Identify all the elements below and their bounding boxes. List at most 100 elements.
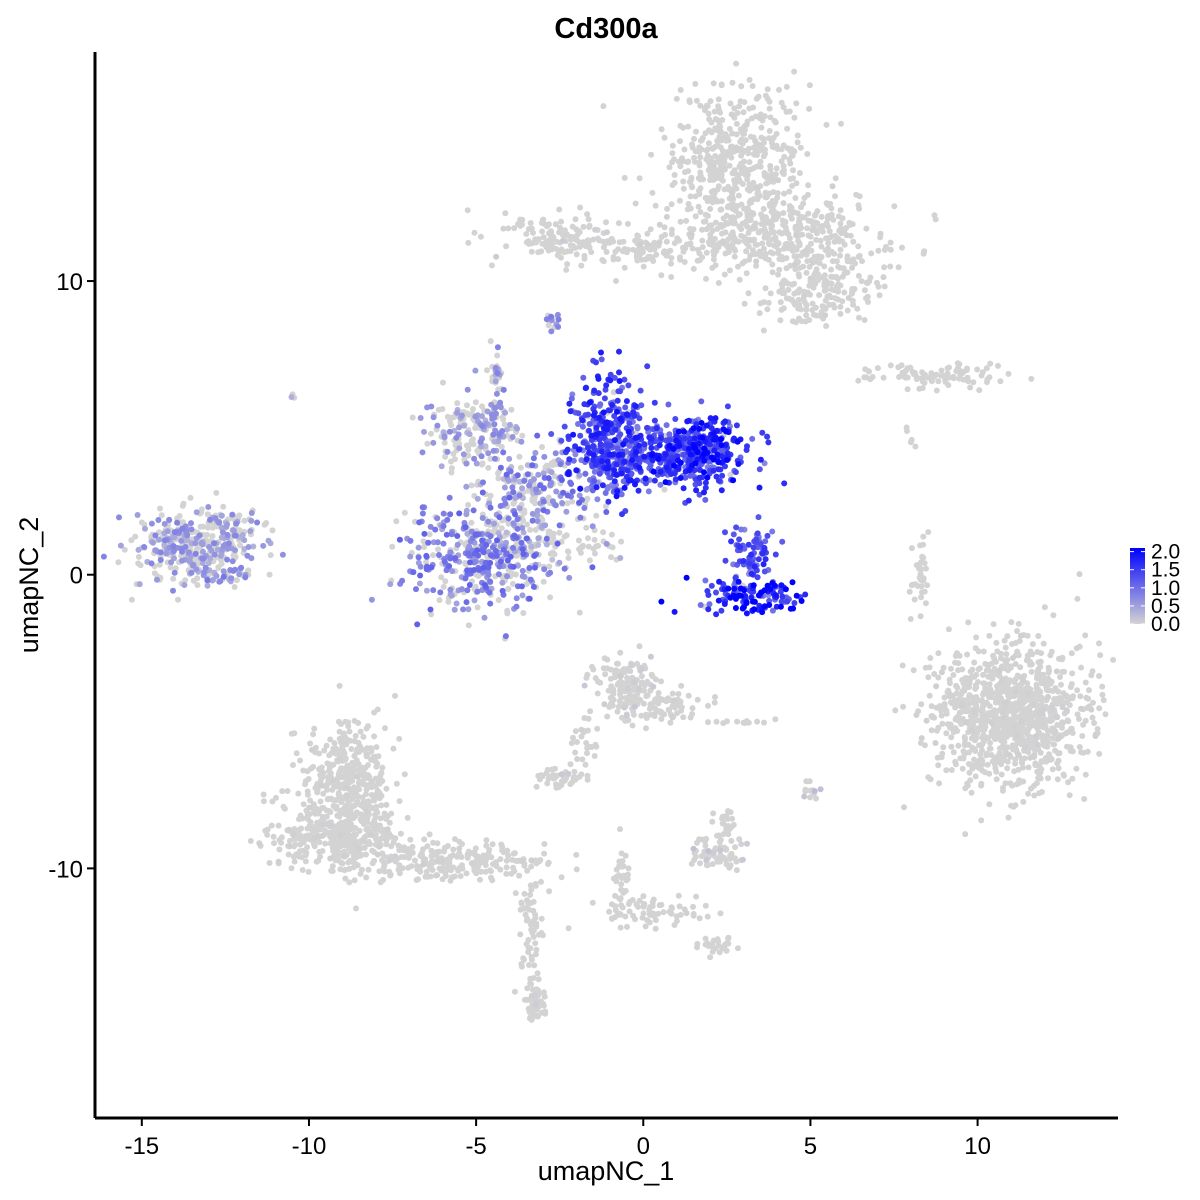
data-point	[805, 182, 812, 189]
data-point	[780, 167, 787, 174]
data-point	[520, 955, 527, 962]
data-point	[923, 717, 930, 724]
data-point	[987, 360, 994, 367]
data-point	[1004, 633, 1011, 640]
data-point	[407, 553, 414, 560]
data-point	[505, 225, 512, 232]
data-point	[781, 244, 788, 251]
data-point	[482, 862, 489, 869]
data-point	[972, 762, 979, 768]
data-point	[353, 760, 360, 767]
data-point	[710, 190, 717, 197]
data-point	[474, 495, 481, 502]
data-point	[711, 699, 718, 706]
data-point	[576, 609, 583, 616]
data-point	[532, 880, 539, 887]
data-point	[1032, 733, 1039, 740]
data-point	[1073, 765, 1080, 772]
data-point	[440, 379, 446, 386]
data-point	[996, 667, 1003, 674]
data-point	[661, 486, 668, 493]
data-point	[986, 801, 993, 808]
data-point	[794, 132, 801, 139]
data-point	[640, 263, 647, 270]
data-point	[954, 367, 961, 374]
data-point	[712, 945, 718, 952]
data-point	[943, 707, 950, 714]
data-point	[695, 203, 702, 210]
data-point	[969, 673, 976, 680]
data-point	[530, 933, 537, 940]
data-point	[826, 228, 833, 235]
data-point	[176, 513, 183, 519]
data-point	[477, 233, 484, 240]
data-point	[448, 465, 455, 472]
data-point	[613, 866, 620, 873]
data-point	[170, 575, 177, 582]
data-point	[804, 225, 811, 232]
data-point	[952, 704, 959, 711]
data-point	[895, 264, 902, 271]
data-point	[962, 785, 969, 792]
data-point	[925, 529, 932, 536]
data-point	[276, 837, 283, 843]
data-point	[919, 589, 925, 596]
data-point	[579, 756, 586, 763]
data-point	[1078, 664, 1085, 671]
data-point	[955, 742, 962, 749]
data-point	[135, 546, 142, 553]
data-point	[567, 761, 574, 768]
data-point	[1025, 790, 1032, 797]
data-point	[545, 861, 551, 867]
data-point	[712, 174, 718, 181]
data-point	[752, 137, 759, 144]
data-point	[736, 276, 743, 283]
data-point	[697, 860, 703, 867]
data-point	[1096, 750, 1103, 757]
data-point	[633, 254, 640, 261]
data-point	[790, 175, 796, 182]
data-point	[786, 235, 793, 242]
data-point	[1099, 691, 1106, 698]
data-point	[471, 597, 478, 604]
data-point	[690, 265, 697, 272]
data-point	[401, 844, 408, 851]
data-point	[964, 651, 971, 658]
data-point	[727, 150, 734, 157]
data-point	[317, 798, 324, 805]
data-point	[519, 216, 526, 223]
data-point	[650, 683, 657, 690]
data-point	[344, 820, 351, 827]
data-point	[345, 723, 352, 730]
data-point	[956, 361, 963, 368]
data-point	[678, 704, 685, 711]
data-point	[603, 540, 610, 547]
data-point	[932, 740, 939, 746]
data-point	[863, 225, 870, 232]
data-point	[943, 730, 950, 737]
data-point	[1068, 681, 1075, 687]
data-point	[1083, 694, 1090, 701]
data-point	[726, 162, 733, 169]
data-point	[1012, 700, 1019, 707]
data-point	[426, 531, 433, 538]
data-point	[288, 394, 295, 400]
data-point	[917, 542, 924, 549]
data-point	[364, 745, 371, 752]
data-point	[756, 162, 762, 169]
data-point	[470, 441, 477, 448]
data-point	[608, 915, 615, 922]
data-point	[770, 134, 777, 141]
data-point	[304, 791, 311, 798]
data-point	[691, 857, 698, 863]
data-point	[516, 872, 523, 879]
data-point	[919, 369, 926, 376]
data-point	[777, 299, 784, 306]
data-point	[440, 865, 447, 872]
data-point	[969, 666, 976, 673]
data-point	[470, 436, 476, 443]
data-point	[696, 257, 703, 264]
data-point	[158, 512, 165, 519]
data-point	[1032, 762, 1039, 769]
data-point	[681, 259, 688, 265]
